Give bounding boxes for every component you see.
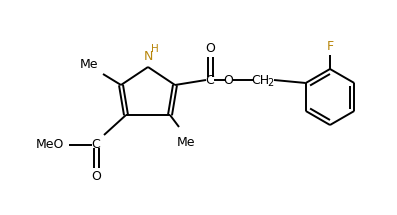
Text: Me: Me (177, 135, 195, 149)
Text: O: O (205, 41, 215, 54)
Text: H: H (151, 44, 159, 54)
Text: N: N (143, 49, 153, 63)
Text: CH: CH (251, 74, 269, 86)
Text: 2: 2 (267, 78, 273, 88)
Text: C: C (206, 74, 214, 86)
Text: O: O (223, 74, 233, 86)
Text: F: F (326, 40, 333, 54)
Text: Me: Me (80, 58, 98, 72)
Text: O: O (91, 170, 101, 183)
Text: C: C (92, 138, 100, 152)
Text: MeO: MeO (36, 138, 64, 152)
